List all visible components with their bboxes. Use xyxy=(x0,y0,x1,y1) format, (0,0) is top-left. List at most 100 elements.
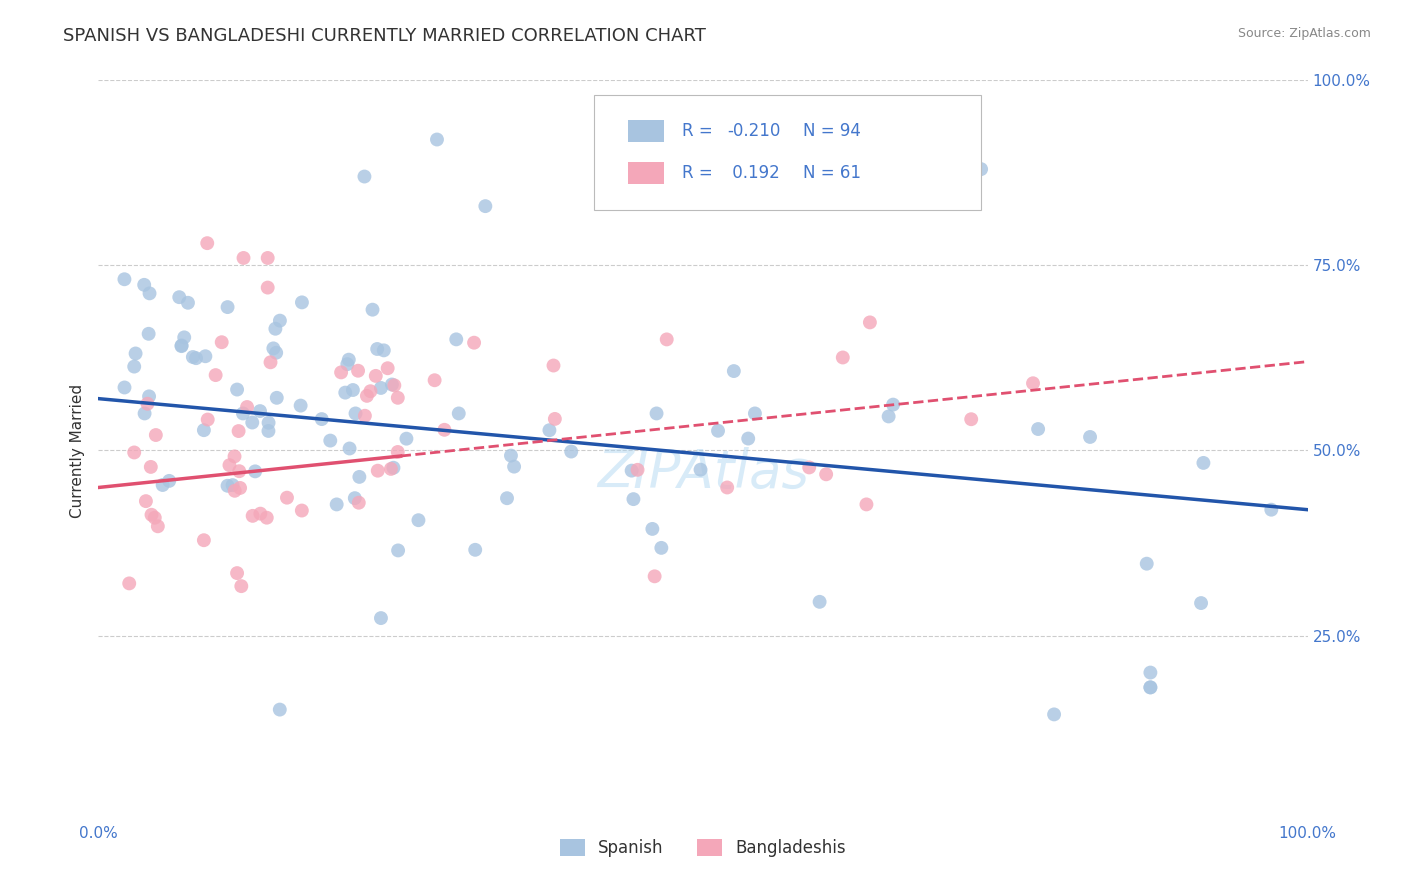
Point xyxy=(361,302,384,317)
Point xyxy=(262,342,284,356)
Text: SPANISH VS BANGLADESHI CURRENTLY MARRIED CORRELATION CHART: SPANISH VS BANGLADESHI CURRENTLY MARRIED… xyxy=(63,27,706,45)
Point xyxy=(177,295,200,310)
Point xyxy=(269,313,291,327)
Point xyxy=(264,345,287,359)
Point xyxy=(560,444,582,458)
Point xyxy=(387,391,409,405)
Point xyxy=(464,542,486,557)
Point xyxy=(1139,681,1161,695)
Point xyxy=(370,381,392,395)
Point xyxy=(626,463,648,477)
Point xyxy=(211,335,233,350)
Point xyxy=(387,543,409,558)
Point xyxy=(1026,422,1049,436)
Point xyxy=(134,277,156,292)
Point xyxy=(138,326,160,341)
Point xyxy=(173,330,195,344)
Point xyxy=(707,424,730,438)
Point xyxy=(197,412,219,426)
Point xyxy=(139,459,162,474)
Point xyxy=(143,510,166,524)
Point xyxy=(218,458,240,473)
FancyBboxPatch shape xyxy=(628,120,664,142)
Point xyxy=(335,385,357,400)
Point xyxy=(503,459,526,474)
Point xyxy=(373,343,395,358)
Point xyxy=(249,507,271,521)
Point xyxy=(146,519,169,533)
Point xyxy=(337,352,360,367)
Point xyxy=(1022,376,1045,391)
Point xyxy=(256,280,278,294)
Point xyxy=(112,272,135,286)
Point xyxy=(799,460,821,475)
Point xyxy=(311,412,333,426)
Point xyxy=(855,497,877,511)
Point xyxy=(463,335,485,350)
Point xyxy=(290,399,312,413)
Point xyxy=(342,383,364,397)
Point xyxy=(242,508,264,523)
Legend: Spanish, Bangladeshis: Spanish, Bangladeshis xyxy=(554,832,852,864)
Text: N = 94: N = 94 xyxy=(803,121,862,140)
Point xyxy=(543,359,565,373)
Point xyxy=(344,407,367,421)
Point xyxy=(232,407,254,421)
Point xyxy=(136,397,159,411)
Point xyxy=(808,595,831,609)
Point xyxy=(1139,681,1161,695)
Point xyxy=(395,432,418,446)
Point xyxy=(141,508,163,522)
Point xyxy=(204,368,226,383)
Point xyxy=(650,541,672,555)
Point xyxy=(269,703,291,717)
Point xyxy=(118,576,141,591)
Point xyxy=(737,432,759,446)
Text: -0.210: -0.210 xyxy=(727,121,780,140)
Point xyxy=(343,491,366,505)
Text: N = 61: N = 61 xyxy=(803,164,862,182)
Point xyxy=(170,339,193,353)
Point xyxy=(382,460,405,475)
Point xyxy=(228,424,250,438)
Point xyxy=(193,423,215,437)
Point xyxy=(381,377,404,392)
Point xyxy=(257,416,280,430)
Point xyxy=(221,478,243,492)
Point xyxy=(474,199,496,213)
Point xyxy=(114,380,136,394)
Point xyxy=(347,364,370,378)
Point xyxy=(124,346,146,360)
Point xyxy=(1136,557,1159,571)
Point xyxy=(408,513,430,527)
Point xyxy=(226,383,249,397)
Point xyxy=(446,332,468,346)
Point xyxy=(122,445,145,459)
Point xyxy=(194,349,217,363)
Point xyxy=(152,478,174,492)
Point xyxy=(259,355,281,369)
Point xyxy=(723,364,745,378)
Point xyxy=(229,481,252,495)
Point xyxy=(184,351,207,366)
Point xyxy=(232,251,254,265)
Point xyxy=(181,350,204,364)
Point xyxy=(319,434,342,448)
Point xyxy=(1043,707,1066,722)
Text: Source: ZipAtlas.com: Source: ZipAtlas.com xyxy=(1237,27,1371,40)
Point xyxy=(377,361,399,376)
Point xyxy=(347,496,370,510)
Point xyxy=(170,338,193,352)
Point xyxy=(1078,430,1101,444)
Point xyxy=(236,400,259,414)
Point xyxy=(291,295,314,310)
Point xyxy=(354,409,377,423)
Point xyxy=(1189,596,1212,610)
Point xyxy=(499,449,522,463)
Point xyxy=(970,162,993,177)
Point xyxy=(291,503,314,517)
Point xyxy=(359,384,381,399)
Point xyxy=(330,365,353,379)
Point xyxy=(831,351,853,365)
Point xyxy=(145,428,167,442)
